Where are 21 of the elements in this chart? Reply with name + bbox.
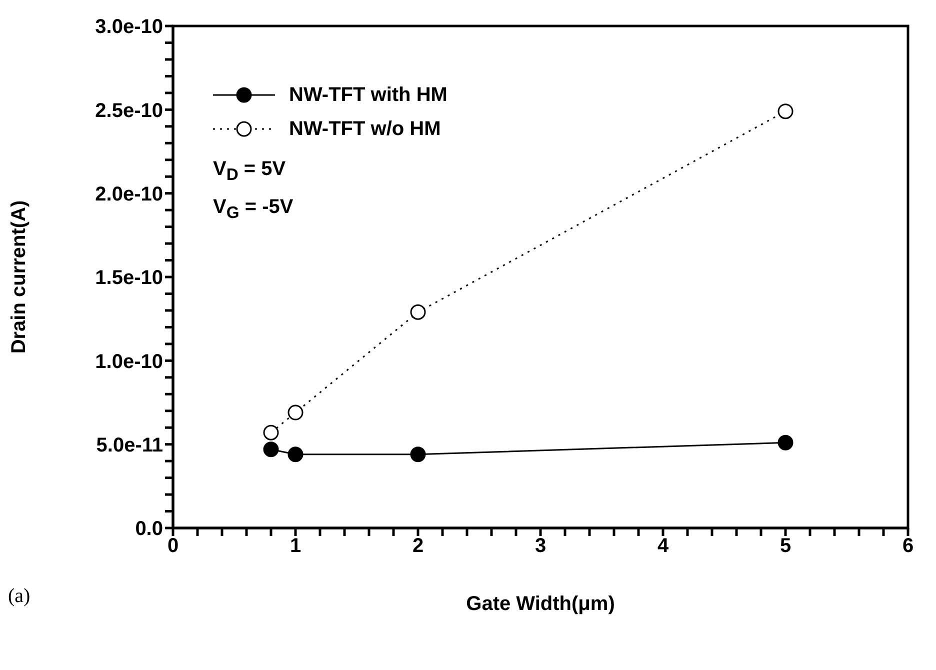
legend-label: NW-TFT with HM [289, 84, 448, 106]
y-tick-label: 1.5e-10 [95, 267, 163, 290]
text: (a) [8, 585, 30, 608]
x-tick-label: 4 [657, 535, 670, 558]
y-tick-label: 5.0e-11 [96, 434, 163, 456]
x-tick-label: 2 [412, 535, 424, 558]
x-axis-title: Gate Width(μm) [466, 593, 615, 615]
x-tick-label: 3 [534, 535, 546, 558]
x-tick-label: 0 [167, 535, 179, 558]
y-tick-label: 2.5e-10 [95, 100, 163, 122]
x-tick-label: 1 [290, 535, 302, 558]
y-axis-title: Drain current(A) [8, 200, 30, 354]
x-tick-label: 5 [780, 535, 792, 558]
annotation: V$_{D}$ = 5V [213, 158, 286, 185]
y-tick-label: 0.0 [135, 518, 163, 540]
y-tick-label: 2.0e-10 [95, 183, 163, 206]
y-tick-label: 3.0e-10 [95, 16, 163, 38]
y-tick-label: 1.0e-10 [95, 350, 163, 373]
annotation: V$_{G}$ = -5V [213, 196, 294, 223]
x-tick-label: 6 [902, 535, 914, 558]
legend-label: NW-TFT w/o HM [289, 118, 441, 140]
